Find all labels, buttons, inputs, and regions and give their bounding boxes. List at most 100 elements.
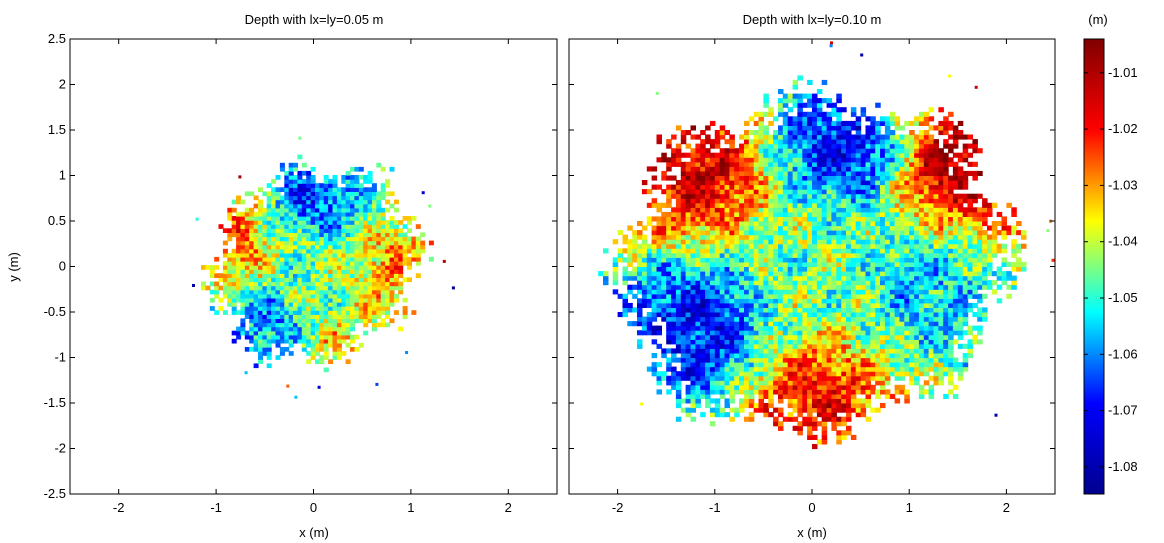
heatmap-cell [685, 389, 692, 395]
heatmap-cell [729, 275, 735, 281]
heatmap-cell [705, 216, 711, 222]
heatmap-cell [875, 339, 881, 345]
heatmap-cell [310, 248, 316, 254]
heatmap-cell [982, 234, 988, 240]
heatmap-cell [831, 362, 837, 368]
heatmap-cell [666, 307, 672, 313]
heatmap-cell [354, 273, 360, 278]
heatmap-cell [350, 236, 355, 242]
heatmap-cell [768, 343, 774, 349]
heatmap-cell [846, 211, 852, 217]
heatmap-cell [933, 243, 939, 249]
heatmap-cell [389, 248, 395, 254]
heatmap-cell [948, 266, 954, 272]
heatmap-cell [763, 316, 769, 322]
heatmap-cell [671, 289, 677, 295]
heatmap-cell [753, 343, 760, 349]
heatmap-cell [651, 266, 658, 272]
heatmap-cell [748, 284, 755, 290]
heatmap-cell [831, 202, 837, 208]
heatmap-cell [332, 342, 338, 348]
heatmap-cell [315, 277, 320, 283]
heatmap-cell [332, 252, 338, 258]
x-tick-label: 2 [505, 500, 512, 515]
heatmap-cell [948, 362, 954, 368]
heatmap-cell [301, 183, 307, 188]
heatmap-cell [214, 310, 220, 315]
heatmap-cell [363, 293, 369, 299]
heatmap-cell [841, 230, 847, 236]
heatmap-cell [319, 293, 325, 299]
heatmap-cell [894, 293, 901, 299]
heatmap-cell [880, 375, 886, 381]
heatmap-cell [909, 375, 915, 381]
heatmap-cell [773, 407, 779, 413]
heatmap-cell [266, 265, 272, 270]
heatmap-cell [700, 271, 706, 277]
heatmap-cell [918, 293, 925, 299]
heatmap-cell [671, 252, 677, 258]
heatmap-cell [967, 284, 973, 290]
heatmap-cell [393, 207, 399, 213]
heatmap-cell [729, 407, 735, 413]
heatmap-cell [923, 198, 930, 204]
heatmap-cell [646, 189, 653, 195]
heatmap-cell [680, 207, 687, 213]
heatmap-cell [336, 207, 342, 213]
heatmap-cell [258, 297, 263, 303]
heatmap-cell [928, 316, 935, 322]
heatmap-cell [288, 314, 294, 319]
heatmap-cell [860, 403, 867, 409]
heatmap-cell [943, 280, 949, 286]
heatmap-cell [354, 228, 360, 233]
heatmap-cell [690, 353, 696, 359]
heatmap-cell [826, 207, 833, 213]
heatmap-cell [332, 285, 338, 291]
heatmap-cell [748, 293, 755, 299]
heatmap-cell [249, 281, 255, 287]
heatmap-cell [680, 184, 687, 190]
heatmap-cell [748, 348, 755, 354]
heatmap-cell [690, 252, 696, 258]
heatmap-cell [700, 289, 706, 295]
heatmap-cell [310, 297, 316, 303]
heatmap-cell [855, 380, 862, 386]
heatmap-cell [773, 298, 779, 304]
heatmap-cell [933, 252, 939, 258]
heatmap-cell [763, 407, 769, 413]
heatmap-cell [831, 312, 837, 318]
heatmap-cell [787, 380, 794, 386]
heatmap-cell [836, 362, 842, 368]
heatmap-cell [358, 261, 364, 266]
heatmap-cell [675, 216, 682, 222]
heatmap-cell [345, 183, 351, 188]
heatmap-cell [880, 343, 886, 349]
heatmap-cell [719, 366, 726, 372]
heatmap-cell [889, 371, 896, 377]
heatmap-cell [709, 234, 716, 240]
heatmap-cell [880, 239, 886, 245]
heatmap-cell [787, 366, 794, 372]
heatmap-cell [875, 189, 881, 195]
heatmap-cell [354, 277, 360, 283]
heatmap-cell [782, 366, 789, 372]
heatmap-cell [363, 216, 369, 221]
heatmap-cell [831, 407, 837, 413]
heatmap-cell [807, 348, 813, 354]
heatmap-cell [957, 284, 964, 290]
heatmap-cell [884, 257, 891, 263]
heatmap-cell [306, 318, 312, 324]
heatmap-cell [894, 384, 901, 390]
heatmap-cell [928, 393, 935, 399]
heatmap-cell [622, 293, 628, 299]
heatmap-cell [860, 312, 867, 318]
heatmap-cell [967, 280, 973, 286]
heatmap-cell [836, 380, 842, 386]
heatmap-cell [284, 310, 290, 315]
heatmap-cell [952, 216, 959, 222]
heatmap-cell [367, 248, 373, 254]
heatmap-cell [332, 175, 338, 180]
heatmap-cell [918, 389, 925, 395]
heatmap-cell [222, 261, 228, 266]
heatmap-cell [244, 252, 250, 258]
